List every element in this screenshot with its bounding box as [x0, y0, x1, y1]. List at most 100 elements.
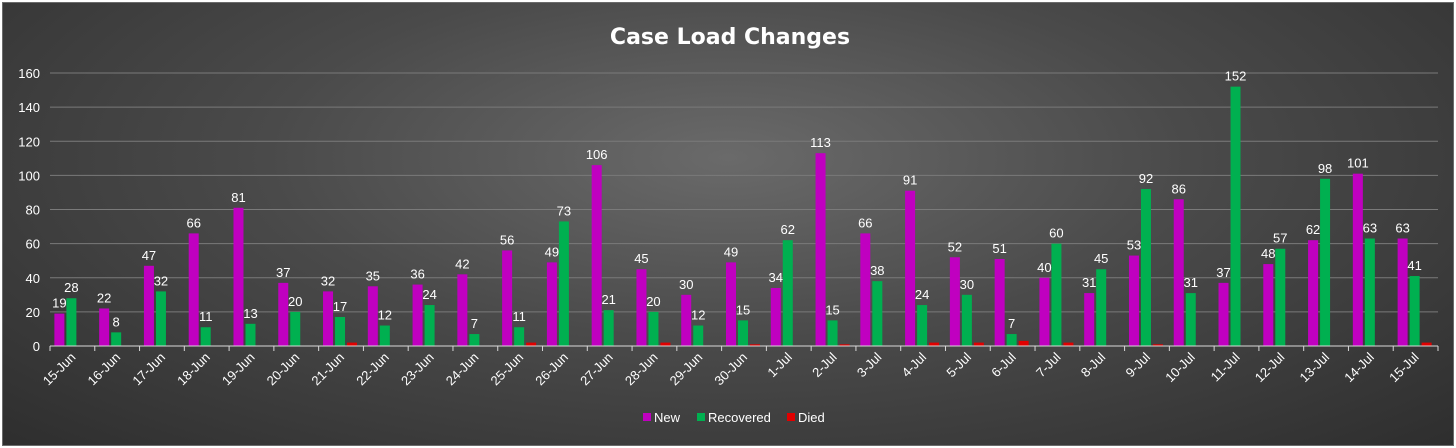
- bar-recovered: [155, 291, 166, 346]
- bars-layer: [54, 86, 1432, 347]
- bar-recovered: [335, 316, 346, 346]
- bar-recovered: [1096, 269, 1107, 346]
- bar-recovered: [469, 334, 480, 346]
- bar-died: [839, 344, 850, 346]
- data-label-new: 52: [948, 239, 962, 254]
- data-label-recovered: 41: [1407, 258, 1421, 273]
- data-label-recovered: 21: [601, 292, 615, 307]
- bar-new: [1397, 238, 1408, 346]
- bar-died: [750, 344, 760, 346]
- bar-new: [636, 269, 647, 346]
- data-label-new: 81: [231, 190, 245, 205]
- bar-died: [526, 342, 537, 346]
- x-tick-label: 21-Jun: [308, 350, 347, 389]
- data-label-new: 22: [97, 290, 111, 305]
- bar-new: [770, 287, 781, 346]
- data-label-new: 36: [410, 267, 424, 282]
- bar-recovered: [1230, 86, 1241, 347]
- data-label-new: 62: [1306, 222, 1320, 237]
- legend-label-new: New: [654, 410, 681, 425]
- bar-new: [1128, 255, 1139, 346]
- data-label-recovered: 30: [960, 277, 974, 292]
- bar-new: [143, 265, 154, 346]
- bar-recovered: [872, 281, 883, 346]
- x-tick-label: 3-Jul: [854, 349, 885, 380]
- y-tick-label: 0: [33, 339, 40, 354]
- bar-recovered: [245, 323, 256, 346]
- data-label-new: 48: [1261, 246, 1275, 261]
- bar-new: [412, 284, 423, 346]
- data-label-new: 66: [858, 215, 872, 230]
- bar-new: [1218, 282, 1229, 346]
- bar-died: [973, 342, 984, 346]
- bar-new: [815, 153, 826, 346]
- y-tick-label: 100: [18, 168, 40, 183]
- chart-title: Case Load Changes: [610, 25, 850, 50]
- bar-recovered: [514, 327, 525, 346]
- x-tick-label: 20-Jun: [264, 350, 303, 389]
- x-tick-label: 2-Jul: [809, 349, 840, 380]
- bar-new: [367, 286, 378, 346]
- x-tick-label: 28-Jun: [622, 350, 661, 389]
- x-tick-label: 11-Jul: [1208, 349, 1243, 384]
- bar-new: [54, 313, 65, 346]
- bar-recovered: [1275, 248, 1286, 346]
- x-tick-label: 10-Jul: [1162, 349, 1198, 385]
- data-label-new: 56: [500, 232, 514, 247]
- data-label-recovered: 60: [1049, 226, 1063, 241]
- data-label-recovered: 7: [1008, 316, 1015, 331]
- y-tick-label: 120: [18, 134, 40, 149]
- data-label-new: 49: [724, 244, 738, 259]
- bar-new: [1084, 293, 1095, 346]
- data-label-new: 66: [186, 215, 200, 230]
- data-label-new: 63: [1395, 221, 1409, 236]
- data-label-new: 30: [679, 277, 693, 292]
- bar-new: [1039, 277, 1050, 346]
- bar-new: [502, 250, 513, 346]
- data-label-recovered: 12: [691, 308, 705, 323]
- bar-recovered: [66, 298, 77, 346]
- data-label-recovered: 15: [825, 302, 839, 317]
- x-tick-label: 25-Jun: [488, 350, 527, 389]
- data-label-recovered: 24: [422, 287, 436, 302]
- bar-died: [1421, 342, 1432, 346]
- data-label-new: 86: [1172, 181, 1186, 196]
- data-label-new: 91: [903, 173, 917, 188]
- legend-label-recovered: Recovered: [708, 410, 771, 425]
- data-label-new: 47: [142, 248, 156, 263]
- data-label-new: 106: [586, 147, 608, 162]
- data-label-new: 49: [545, 244, 559, 259]
- bar-new: [546, 262, 557, 346]
- bar-new: [994, 258, 1005, 346]
- data-label-recovered: 32: [154, 273, 168, 288]
- x-tick-label: 8-Jul: [1078, 349, 1109, 380]
- data-label-recovered: 73: [557, 203, 571, 218]
- data-label-recovered: 20: [646, 294, 660, 309]
- data-label-new: 32: [321, 273, 335, 288]
- bar-recovered: [1051, 243, 1062, 346]
- data-label-recovered: 28: [64, 280, 78, 295]
- bar-new: [860, 233, 871, 346]
- data-label-recovered: 8: [113, 314, 120, 329]
- data-label-recovered: 12: [378, 308, 392, 323]
- x-tick-label: 4-Jul: [899, 349, 930, 380]
- y-tick-label: 40: [26, 271, 40, 286]
- data-label-recovered: 57: [1273, 231, 1287, 246]
- bar-recovered: [603, 310, 614, 346]
- bar-died: [1063, 342, 1074, 346]
- bar-new: [949, 257, 960, 346]
- bar-new: [1173, 199, 1184, 346]
- x-tick-label: 15-Jul: [1386, 349, 1422, 385]
- data-label-new: 45: [634, 251, 648, 266]
- bar-recovered: [1364, 238, 1375, 346]
- bar-recovered: [782, 240, 793, 346]
- bar-recovered: [648, 311, 659, 346]
- x-tick-label: 30-Jun: [711, 350, 750, 389]
- bar-new: [1352, 173, 1363, 346]
- legend-swatch-died: [787, 413, 795, 421]
- data-label-new: 42: [455, 256, 469, 271]
- bar-new: [591, 165, 602, 346]
- bar-recovered: [693, 325, 704, 346]
- data-label-new: 113: [810, 135, 831, 150]
